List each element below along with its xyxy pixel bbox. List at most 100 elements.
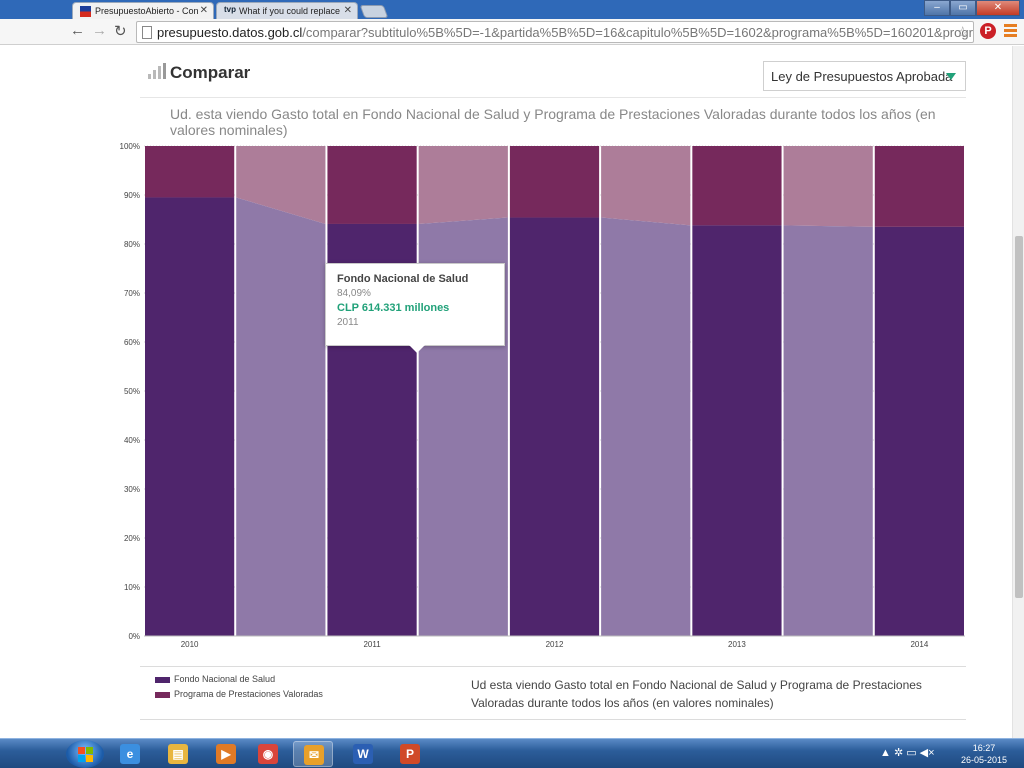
y-tick-label: 90% <box>124 191 140 200</box>
title-bar: PresupuestoAbierto - Con ✕ tvp What if y… <box>0 0 1024 19</box>
media-player-icon: ▶ <box>216 744 236 764</box>
tvp-icon: tvp <box>224 5 236 14</box>
tooltip-arrow <box>409 345 425 353</box>
chart-legend: Fondo Nacional de Salud Programa de Pres… <box>155 674 323 704</box>
bar-programa-2010 <box>145 146 235 198</box>
back-button[interactable]: ← <box>70 22 85 39</box>
page-title: Comparar <box>170 63 251 82</box>
system-tray-icons[interactable]: ▲ ✲ ▭ ◀× <box>880 747 935 759</box>
caret-down-icon <box>946 73 956 80</box>
chart-tooltip: Fondo Nacional de Salud 84,09% CLP 614.3… <box>325 263 505 346</box>
browser-toolbar: ← → ↻ presupuesto.datos.gob.cl/comparar?… <box>0 19 1024 45</box>
chart-description: Ud esta viendo Gasto total en Fondo Naci… <box>471 678 922 710</box>
x-tick-label: 2014 <box>910 640 928 649</box>
x-tick-label: 2011 <box>363 640 381 649</box>
bar-fondo-2014 <box>874 226 964 636</box>
chrome-icon: ◉ <box>258 744 278 764</box>
url-host: presupuesto.datos.gob.cl <box>157 25 303 40</box>
bar-fondo-2010 <box>145 197 235 636</box>
bar-programa-2012 <box>509 146 600 218</box>
tab-close-icon[interactable]: ✕ <box>199 5 208 16</box>
bar-programa-2014 <box>874 146 964 227</box>
windows-taskbar: e ▤ ▶ ◉ ✉ W P ▲ ✲ ▭ ◀× 16:27 26-05-2015 <box>0 738 1024 768</box>
maximize-button[interactable]: ▭ <box>950 0 976 16</box>
y-tick-label: 60% <box>124 338 140 347</box>
bar-chart-icon <box>148 63 166 79</box>
x-tick-label: 2012 <box>546 640 564 649</box>
clock[interactable]: 16:27 26-05-2015 <box>958 742 1010 766</box>
tooltip-amount: CLP 614.331 millones <box>337 302 450 314</box>
start-button[interactable] <box>66 740 104 768</box>
select-value: Ley de Presupuestos Aprobada <box>771 69 953 84</box>
chile-flag-icon <box>80 6 91 17</box>
powerpoint-icon: P <box>400 744 420 764</box>
word-icon: W <box>353 744 373 764</box>
y-tick-label: 100% <box>120 142 140 151</box>
pinterest-icon[interactable]: P <box>980 23 996 39</box>
legend-swatch <box>155 676 170 683</box>
window-controls: – ▭ ✕ <box>924 0 1020 17</box>
taskbar-chrome[interactable]: ◉ <box>248 741 288 767</box>
bar-fondo-2012 <box>509 217 600 636</box>
legend-label: Programa de Prestaciones Valoradas <box>174 689 323 699</box>
page-scrollbar[interactable] <box>1012 46 1024 738</box>
forward-button[interactable]: → <box>92 22 107 39</box>
tooltip-percent: 84,09% <box>337 288 371 299</box>
transition-fondo <box>601 217 691 636</box>
transition-programa <box>601 146 691 226</box>
transition-programa <box>236 146 326 224</box>
tab-what-if[interactable]: tvp What if you could replace ✕ <box>216 2 358 19</box>
y-tick-label: 40% <box>124 436 140 445</box>
y-tick-label: 50% <box>124 387 140 396</box>
address-bar[interactable]: presupuesto.datos.gob.cl/comparar?subtit… <box>136 21 974 43</box>
divider <box>140 666 966 667</box>
minimize-button[interactable]: – <box>924 0 950 16</box>
internet-explorer-icon: e <box>120 744 140 764</box>
reload-button[interactable]: ↻ <box>114 23 127 40</box>
tab-title: What if you could replace <box>239 6 341 16</box>
y-tick-label: 80% <box>124 240 140 249</box>
file-explorer-icon: ▤ <box>168 744 188 764</box>
clock-time: 16:27 <box>972 743 996 753</box>
legend-item-fondo[interactable]: Fondo Nacional de Salud <box>155 674 323 689</box>
legend-label: Fondo Nacional de Salud <box>174 674 276 684</box>
stacked-percent-chart: 0% 10% 20% 30% 40% 50% 60% 70% 80% 90% 100% 2010 201… <box>120 142 965 649</box>
new-tab-button[interactable] <box>359 5 389 18</box>
tooltip-series: Fondo Nacional de Salud <box>337 273 469 285</box>
tab-presupuesto[interactable]: PresupuestoAbierto - Con ✕ <box>72 2 214 19</box>
divider <box>140 97 966 98</box>
menu-icon[interactable] <box>1004 24 1017 39</box>
y-tick-label: 20% <box>124 534 140 543</box>
budget-type-select[interactable]: Ley de Presupuestos Aprobada <box>763 61 966 91</box>
taskbar-word[interactable]: W <box>343 741 383 767</box>
taskbar-outlook[interactable]: ✉ <box>293 741 333 767</box>
y-tick-label: 70% <box>124 289 140 298</box>
legend-item-programa[interactable]: Programa de Prestaciones Valoradas <box>155 689 323 704</box>
bar-fondo-2013 <box>692 225 782 636</box>
chart-subtitle: Ud. esta viendo Gasto total en Fondo Nac… <box>170 106 936 138</box>
taskbar-powerpoint[interactable]: P <box>390 741 430 767</box>
divider <box>140 719 966 720</box>
taskbar-file-explorer[interactable]: ▤ <box>158 741 198 767</box>
tab-title: PresupuestoAbierto - Con <box>95 6 199 16</box>
bookmark-star-icon[interactable]: ☆ <box>956 24 970 41</box>
taskbar-media-player[interactable]: ▶ <box>206 741 246 767</box>
page-icon <box>142 26 152 39</box>
bar-programa-2011 <box>327 146 417 224</box>
taskbar-internet-explorer[interactable]: e <box>110 741 150 767</box>
url-path: /comparar?subtitulo%5B%5D=-1&partida%5B%… <box>302 25 974 40</box>
x-tick-label: 2013 <box>728 640 746 649</box>
scrollbar-thumb[interactable] <box>1015 236 1023 598</box>
y-tick-label: 10% <box>124 583 140 592</box>
x-tick-label: 2010 <box>181 640 199 649</box>
transition-programa <box>783 146 873 227</box>
outlook-icon: ✉ <box>304 745 324 765</box>
tab-close-icon[interactable]: ✕ <box>343 5 352 16</box>
legend-swatch <box>155 691 170 698</box>
close-window-button[interactable]: ✕ <box>976 0 1020 16</box>
transition-fondo <box>236 197 326 636</box>
transition-fondo <box>783 225 873 636</box>
transition-programa <box>418 146 508 224</box>
page-content: Comparar Ley de Presupuestos Aprobada Ud… <box>0 46 1012 738</box>
y-tick-label: 0% <box>128 632 140 641</box>
